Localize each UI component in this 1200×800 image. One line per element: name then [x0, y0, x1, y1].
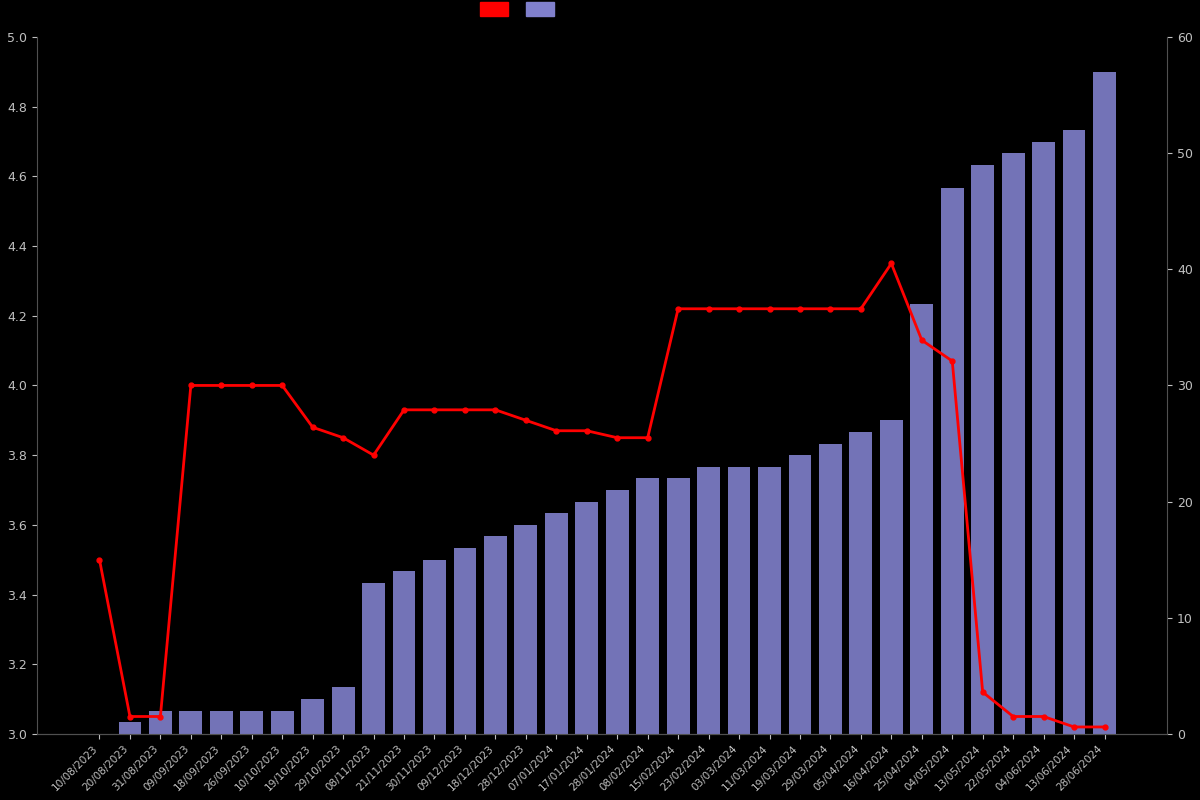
Bar [362, 583, 385, 734]
Bar [392, 571, 415, 734]
Bar [880, 420, 902, 734]
Bar [758, 466, 781, 734]
Bar [1093, 72, 1116, 734]
Bar [788, 455, 811, 734]
Bar [119, 722, 142, 734]
Bar [911, 304, 934, 734]
Bar [515, 525, 538, 734]
Bar [545, 514, 568, 734]
Bar [180, 710, 203, 734]
Bar [454, 548, 476, 734]
Bar [971, 165, 994, 734]
Bar [1063, 130, 1086, 734]
Bar [331, 687, 354, 734]
Bar [697, 466, 720, 734]
Bar [941, 188, 964, 734]
Bar [818, 443, 842, 734]
Bar [271, 710, 294, 734]
Bar [210, 710, 233, 734]
Bar [149, 710, 172, 734]
Bar [424, 560, 446, 734]
Bar [484, 537, 506, 734]
Bar [850, 432, 872, 734]
Bar [1032, 142, 1055, 734]
Bar [1002, 153, 1025, 734]
Legend: , : , [480, 2, 565, 17]
Bar [301, 699, 324, 734]
Bar [667, 478, 690, 734]
Bar [606, 490, 629, 734]
Bar [727, 466, 750, 734]
Bar [636, 478, 659, 734]
Bar [575, 502, 598, 734]
Bar [240, 710, 263, 734]
